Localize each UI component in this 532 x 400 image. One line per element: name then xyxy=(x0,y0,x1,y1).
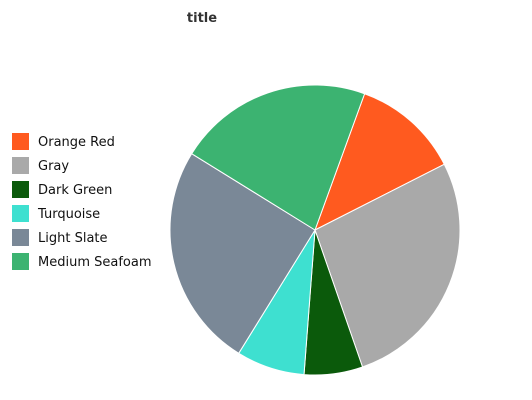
legend-swatch-medium-seafoam xyxy=(12,253,29,270)
pie-slices xyxy=(169,84,461,376)
legend-label-orange-red: Orange Red xyxy=(38,135,115,150)
legend: Orange Red Gray Dark Green Turquoise Light S… xyxy=(12,133,152,270)
legend-label-light-slate: Light Slate xyxy=(38,231,108,246)
pie-slice-medium-seafoam xyxy=(190,84,366,231)
legend-label-gray: Gray xyxy=(38,159,69,174)
pie-slice-orange-red xyxy=(314,93,445,232)
chart-title: title xyxy=(187,11,217,26)
legend-swatch-turquoise xyxy=(12,205,29,222)
legend-swatch-light-slate xyxy=(12,229,29,246)
pie-slice-gray xyxy=(314,163,461,368)
legend-label-medium-seafoam: Medium Seafoam xyxy=(38,255,152,270)
pie-slice-light-slate xyxy=(169,153,316,355)
legend-swatch-gray xyxy=(12,157,29,174)
legend-label-turquoise: Turquoise xyxy=(37,207,100,222)
legend-swatch-orange-red xyxy=(12,133,29,150)
legend-swatch-dark-green xyxy=(12,181,29,198)
legend-label-dark-green: Dark Green xyxy=(38,183,112,198)
